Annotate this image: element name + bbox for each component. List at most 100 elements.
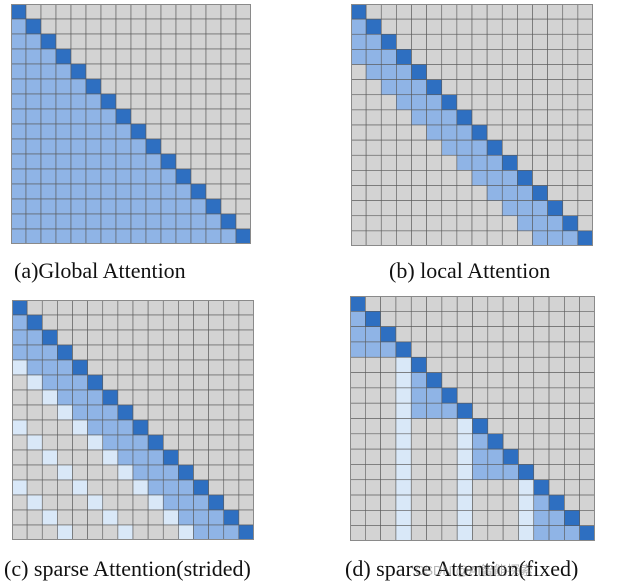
- matrix-cell-empty: [426, 448, 443, 465]
- matrix-cell-light: [395, 464, 412, 481]
- matrix-cell-empty: [41, 404, 58, 421]
- matrix-cell-light: [41, 389, 58, 406]
- matrix-cell-empty: [87, 449, 104, 466]
- matrix-cell-empty: [85, 18, 102, 35]
- matrix-cell-empty: [426, 356, 443, 373]
- matrix-cell-empty: [87, 344, 104, 361]
- matrix-cell-empty: [577, 18, 593, 35]
- matrix-cell-empty: [175, 4, 192, 20]
- matrix-cell-diagonal: [100, 93, 117, 110]
- matrix-cell-empty: [115, 48, 132, 65]
- matrix-cell-attended: [41, 344, 58, 361]
- matrix-cell-diagonal: [456, 109, 473, 126]
- matrix-cell-empty: [235, 183, 251, 200]
- matrix-cell-empty: [501, 109, 518, 126]
- matrix-cell-attended: [162, 479, 179, 496]
- matrix-cell-empty: [579, 464, 595, 481]
- matrix-cell-attended: [365, 33, 382, 50]
- matrix-cell-empty: [548, 341, 565, 358]
- attention-matrix-strided: [12, 300, 254, 540]
- matrix-cell-empty: [41, 479, 58, 496]
- matrix-cell-diagonal: [456, 402, 473, 419]
- matrix-cell-attended: [501, 200, 518, 217]
- matrix-cell-empty: [577, 33, 593, 50]
- matrix-cell-empty: [147, 359, 164, 376]
- matrix-cell-attended: [11, 108, 27, 125]
- matrix-cell-empty: [130, 18, 147, 35]
- matrix-cell-empty: [426, 510, 443, 526]
- matrix-cell-empty: [396, 230, 412, 246]
- matrix-cell-attended: [548, 525, 565, 541]
- matrix-cell-empty: [41, 494, 58, 511]
- matrix-cell-attended: [70, 153, 87, 170]
- matrix-cell-empty: [487, 418, 504, 435]
- matrix-cell-attended: [117, 434, 134, 451]
- matrix-cell-empty: [426, 64, 443, 80]
- matrix-cell-empty: [441, 4, 458, 20]
- matrix-cell-empty: [193, 464, 209, 481]
- matrix-cell-attended: [532, 215, 548, 232]
- matrix-cell-empty: [533, 418, 550, 435]
- matrix-cell-attended: [100, 138, 117, 155]
- matrix-cell-empty: [532, 94, 548, 111]
- matrix-cell-empty: [235, 198, 251, 215]
- matrix-cell-diagonal: [160, 153, 177, 170]
- matrix-cell-empty: [162, 419, 179, 436]
- matrix-cell-attended: [70, 93, 87, 110]
- matrix-cell-empty: [501, 33, 518, 50]
- matrix-cell-empty: [162, 359, 179, 376]
- matrix-cell-empty: [564, 479, 580, 496]
- matrix-cell-empty: [472, 510, 489, 526]
- matrix-cell-empty: [87, 359, 104, 376]
- matrix-cell-empty: [579, 341, 595, 358]
- matrix-cell-diagonal: [486, 139, 503, 156]
- matrix-cell-diagonal: [220, 213, 237, 230]
- matrix-cell-attended: [115, 138, 132, 155]
- matrix-cell-empty: [235, 168, 251, 185]
- matrix-cell-attended: [132, 464, 149, 481]
- matrix-cell-empty: [223, 329, 240, 346]
- matrix-cell-empty: [380, 464, 397, 481]
- matrix-cell-empty: [208, 374, 225, 391]
- matrix-cell-attended: [117, 449, 134, 466]
- matrix-cell-empty: [501, 49, 518, 65]
- matrix-cell-empty: [502, 402, 519, 419]
- matrix-cell-diagonal: [11, 4, 27, 20]
- matrix-cell-empty: [518, 296, 535, 312]
- matrix-cell-empty: [502, 510, 519, 526]
- matrix-cell-attended: [11, 183, 27, 200]
- matrix-cell-empty: [486, 18, 503, 35]
- matrix-cell-empty: [471, 4, 488, 20]
- matrix-cell-attended: [205, 213, 222, 230]
- matrix-cell-empty: [238, 494, 254, 511]
- matrix-cell-empty: [456, 170, 473, 186]
- matrix-cell-empty: [396, 154, 412, 171]
- matrix-cell-empty: [502, 341, 519, 358]
- matrix-cell-empty: [130, 4, 147, 20]
- matrix-cell-diagonal: [365, 18, 382, 35]
- matrix-cell-empty: [380, 139, 397, 156]
- matrix-cell-empty: [365, 230, 382, 246]
- matrix-cell-empty: [548, 464, 565, 481]
- matrix-cell-attended: [25, 183, 42, 200]
- matrix-cell-empty: [579, 510, 595, 526]
- matrix-cell-attended: [72, 404, 88, 421]
- matrix-cell-empty: [502, 494, 519, 511]
- matrix-cell-empty: [132, 494, 149, 511]
- matrix-cell-empty: [102, 524, 119, 540]
- matrix-cell-empty: [175, 93, 192, 110]
- matrix-cell-empty: [502, 525, 519, 541]
- matrix-cell-empty: [532, 154, 548, 171]
- matrix-cell-empty: [501, 124, 518, 141]
- matrix-cell-empty: [548, 402, 565, 419]
- matrix-cell-empty: [411, 230, 427, 246]
- matrix-cell-attended: [25, 138, 42, 155]
- matrix-cell-empty: [486, 94, 503, 111]
- matrix-cell-empty: [178, 419, 194, 436]
- matrix-cell-empty: [72, 464, 88, 481]
- matrix-cell-empty: [426, 433, 443, 450]
- matrix-cell-diagonal: [517, 170, 533, 186]
- matrix-cell-empty: [235, 18, 251, 35]
- matrix-cell-empty: [395, 296, 412, 312]
- matrix-cell-empty: [411, 4, 427, 20]
